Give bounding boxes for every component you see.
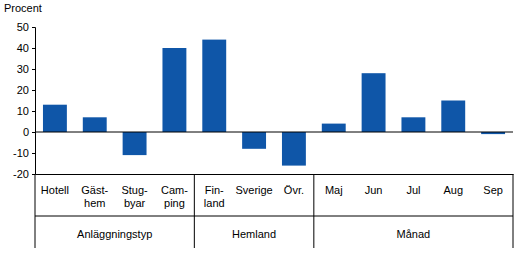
y-tick: -10: [13, 147, 35, 159]
y-tick-label: -20: [13, 168, 29, 180]
group-label: Anläggningstyp: [77, 228, 152, 240]
x-tick-label: Aug: [443, 184, 463, 196]
group-divider: [35, 174, 36, 248]
group-line: [35, 216, 513, 217]
x-tick: Aug: [443, 184, 463, 196]
x-tick: Stug-byar: [121, 184, 148, 209]
y-tick-mark: [32, 132, 35, 133]
x-tick: Övr.: [284, 184, 304, 196]
group-divider: [313, 174, 314, 248]
x-tick: Jun: [365, 184, 383, 196]
x-tick: Hotell: [41, 184, 69, 196]
x-axis-line: [36, 174, 514, 175]
x-tick-label: Sep: [483, 184, 503, 196]
x-tick-label: Stug-byar: [121, 184, 148, 209]
bar: [282, 132, 306, 166]
x-tick: Cam-ping: [161, 184, 188, 209]
y-axis-title: Procent: [4, 2, 42, 14]
bar: [43, 105, 67, 132]
y-axis-line: [32, 28, 36, 175]
y-tick: 50: [17, 21, 35, 33]
bar: [242, 132, 266, 149]
y-tick-mark: [32, 69, 35, 70]
y-tick: 0: [23, 126, 35, 138]
zero-line: [35, 132, 513, 133]
y-tick-label: 0: [23, 126, 29, 138]
bar: [202, 40, 226, 132]
group-label: Hemland: [232, 228, 276, 240]
x-tick-label: Fin-land: [204, 184, 225, 209]
x-tick: Maj: [325, 184, 343, 196]
y-tick: 20: [17, 84, 35, 96]
x-axis: Hotell Gäst-hem Stug-byar Cam-ping Fin-land S…: [36, 175, 514, 210]
x-tick: Sep: [483, 184, 503, 196]
bar: [401, 117, 425, 132]
bars: [43, 40, 505, 166]
y-tick: -20: [13, 168, 35, 180]
y-axis: -20 -10 0 10 20 30 40 50: [13, 21, 35, 180]
bar: [441, 101, 465, 133]
bar: [162, 48, 186, 132]
x-tick-label: Maj: [325, 184, 343, 196]
x-tick-label: Jul: [406, 184, 420, 196]
y-tick-label: 30: [17, 63, 29, 75]
group-divider: [194, 174, 195, 248]
y-tick-mark: [32, 90, 35, 91]
y-tick-mark: [32, 153, 35, 154]
x-tick-label: Gäst-hem: [81, 184, 108, 209]
y-tick-label: 20: [17, 84, 29, 96]
y-tick-label: 10: [17, 105, 29, 117]
y-tick-label: 50: [17, 21, 29, 33]
x-tick-label: Jun: [365, 184, 383, 196]
y-tick: 40: [17, 42, 35, 54]
bar: [123, 132, 147, 155]
x-tick: Sverige: [235, 184, 272, 196]
x-tick-label: Sverige: [235, 184, 272, 196]
y-tick-mark: [32, 111, 35, 112]
bar: [83, 117, 107, 132]
x-tick: Jul: [406, 184, 420, 196]
y-tick: 30: [17, 63, 35, 75]
x-tick-label: Övr.: [284, 184, 304, 196]
x-tick-label: Hotell: [41, 184, 69, 196]
x-tick: Gäst-hem: [81, 184, 108, 209]
y-tick-mark: [32, 27, 35, 28]
group-divider: [513, 174, 514, 248]
bar: [322, 124, 346, 132]
y-tick: 10: [17, 105, 35, 117]
y-tick-mark: [32, 48, 35, 49]
bar: [362, 73, 386, 132]
y-tick-label: -10: [13, 147, 29, 159]
x-tick: Fin-land: [204, 184, 225, 209]
group-label: Månad: [397, 228, 431, 240]
y-tick-label: 40: [17, 42, 29, 54]
x-tick-label: Cam-ping: [161, 184, 188, 209]
